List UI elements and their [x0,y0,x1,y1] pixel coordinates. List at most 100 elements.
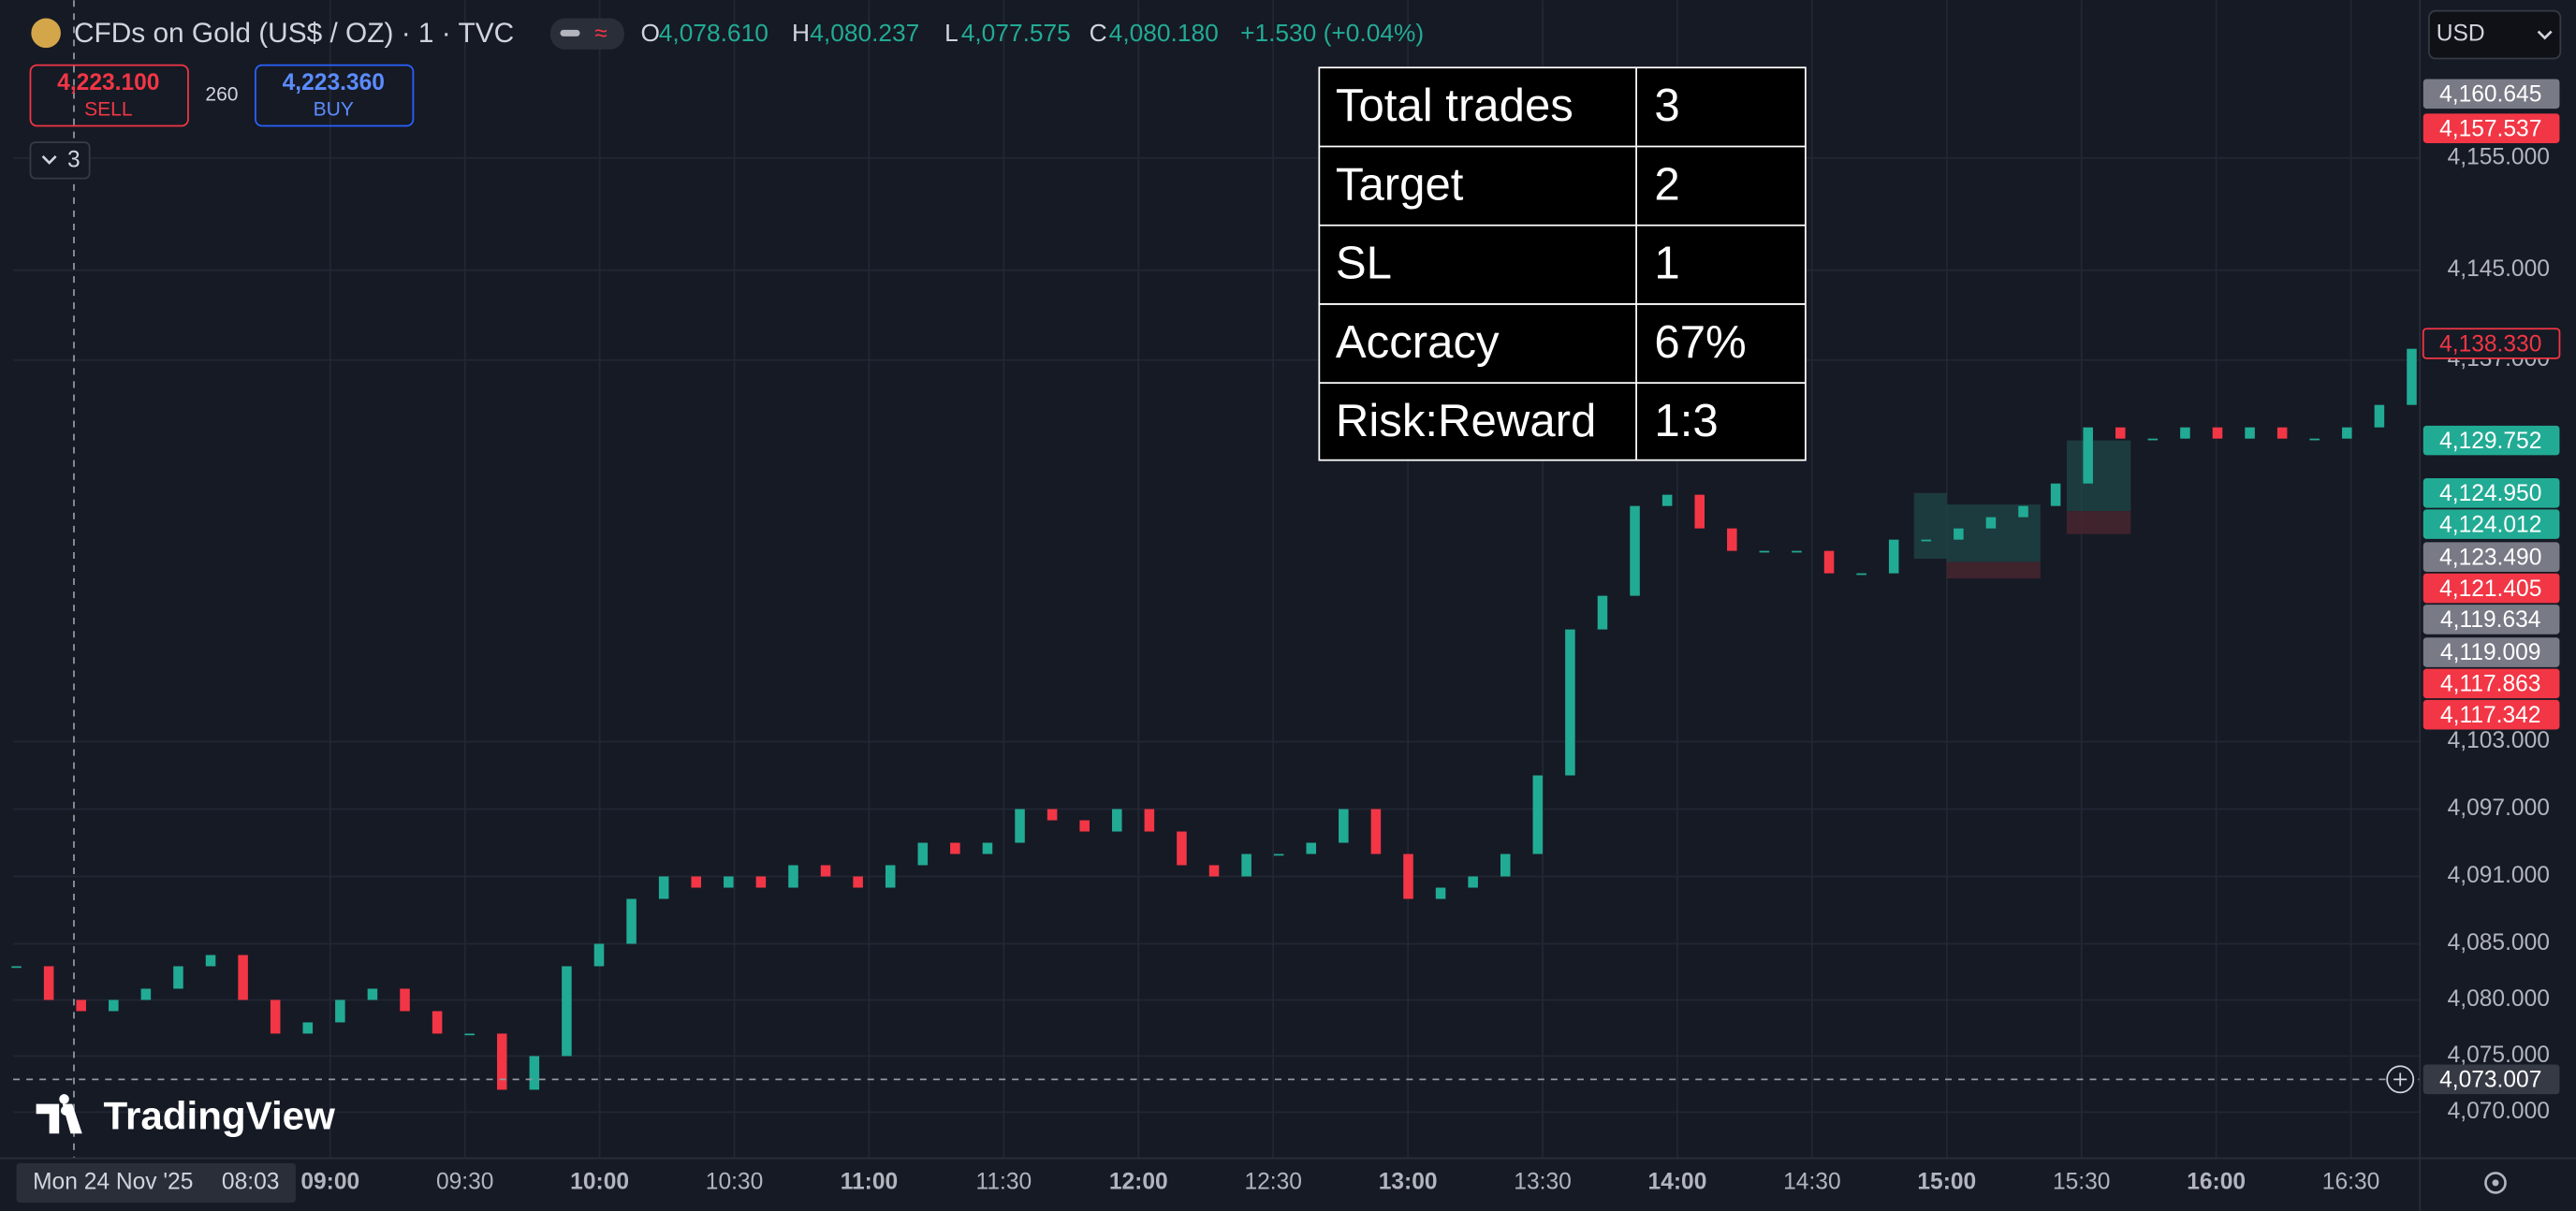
candle [1921,539,1932,542]
ohlc-label: O [640,19,659,47]
candle [1370,809,1382,854]
axis: 4,155.0004,145.0004,137.0004,103.0004,09… [300,79,2561,1194]
candle [1694,494,1705,529]
stats-table: Total trades 3 Target 2 SL 1 Accracy 67% Risk:Re… [1318,66,1807,461]
candle [1241,854,1251,877]
candle [1856,573,1866,576]
x-tick-label: 13:30 [1514,1169,1571,1194]
x-tick-label: 14:00 [1648,1169,1707,1194]
x-tick-label: 14:30 [1783,1169,1840,1194]
price-tag-label: 4,124.012 [2439,512,2541,537]
candle [1177,831,1187,866]
candle [1079,820,1090,832]
candle [1208,865,1220,877]
price-tag [2422,1064,2560,1095]
table-cell: SL [1336,239,1392,289]
status-icon: ≈ [594,22,607,47]
settings-icon [2492,1179,2499,1187]
candle [2180,427,2190,439]
candle [1597,595,1608,630]
candle [1500,854,1511,877]
price-tag-label: 4,138.330 [2439,331,2541,357]
trade-zone [1913,492,1947,559]
table-cell: 3 [1654,80,1679,131]
candle [950,842,960,854]
candle [1565,629,1575,776]
candle [2245,427,2255,439]
buy-price[interactable]: 4,223.360 [283,70,385,95]
x-tick-label: 10:00 [570,1169,629,1194]
indicators-count[interactable]: 3 [67,148,80,173]
cursor-time-label [16,1162,296,1203]
price-tag-label: 4,117.863 [2440,672,2540,697]
candle [43,966,54,1000]
spread: 260 [205,84,238,106]
x-tick-label: 09:00 [300,1169,359,1194]
table-cell: Total trades [1336,80,1573,131]
currency-dropdown[interactable] [2428,9,2562,60]
candle [2276,427,2288,439]
ohlc-value: 4,080.180 [1109,19,1219,47]
candle [2018,505,2028,518]
candle [400,988,410,1012]
y-tick-label: 4,091.000 [2448,863,2550,888]
indicators-toggle[interactable] [29,141,91,180]
x-tick-label: 13:00 [1379,1169,1438,1194]
candle [1273,854,1284,856]
logo-icon [60,1105,71,1116]
candle [173,966,183,989]
candle [1792,550,1802,553]
sell-button[interactable] [29,64,189,127]
candle [562,966,572,1057]
price-tag [2422,605,2560,635]
price-tag [2422,509,2560,539]
cursor-date: Mon 24 Nov '25 [33,1169,193,1194]
price-tag-label: 4,129.752 [2439,429,2541,454]
candle [1046,809,1058,821]
candle [1468,876,1478,888]
buy-label[interactable]: BUY [314,98,354,120]
candle [1759,550,1770,553]
sell-label[interactable]: SELL [84,98,133,120]
candle [140,988,152,1000]
symbol[interactable]: CFDs on Gold (US$ / OZ) · 1 · TVC [74,18,514,49]
currency[interactable]: USD [2437,22,2485,47]
price-tag-label: 4,157.537 [2439,116,2541,141]
status-badge [549,18,624,50]
x-tick-label: 12:30 [1244,1169,1301,1194]
price-tag-label: 4,121.405 [2439,576,2541,602]
candle [1985,517,1997,529]
dropdown-icon [2537,30,2553,40]
price-tag [2422,477,2560,508]
candle [658,876,669,899]
candle [1823,550,1835,574]
cursor-time: 08:03 [222,1169,279,1194]
candle [724,876,734,888]
price-tag [2422,699,2560,730]
trade-zone [2066,511,2131,534]
candle [270,999,281,1034]
candle [335,999,345,1023]
candle [1727,528,1737,551]
candle [2050,483,2061,506]
candle [11,966,22,969]
settings-icon[interactable] [2484,1172,2507,1194]
candle [755,876,767,888]
x-tick-label: 09:30 [436,1169,493,1194]
y-tick-label: 4,085.000 [2448,930,2550,956]
sell-price[interactable]: 4,223.100 [57,70,159,95]
table-cell: 1:3 [1654,396,1718,446]
price-tag-label: 4,119.009 [2440,640,2540,665]
candle [1403,854,1413,899]
price-tag-label: 4,123.490 [2439,545,2541,570]
candle [1112,809,1122,832]
candle [788,865,798,888]
trade-zone [1946,562,2041,579]
buy-button[interactable] [255,64,415,127]
y-tick-label: 4,097.000 [2448,795,2550,821]
ohlc-value: 4,077.575 [961,19,1071,47]
table-cell: 2 [1654,159,1679,210]
candle [2083,427,2093,484]
